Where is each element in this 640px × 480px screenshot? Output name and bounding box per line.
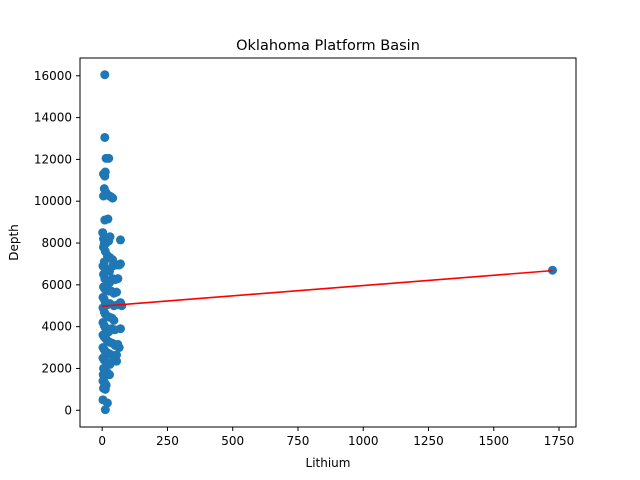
data-point bbox=[103, 214, 113, 224]
data-point bbox=[108, 193, 118, 203]
y-tick-label: 16000 bbox=[34, 69, 72, 83]
data-points bbox=[98, 70, 558, 415]
x-tick-label: 500 bbox=[221, 434, 244, 448]
x-tick-label: 250 bbox=[156, 434, 179, 448]
data-point bbox=[100, 405, 110, 415]
x-axis-ticks: 0 250 500 750 1000 1250 1500 1750 bbox=[98, 427, 574, 448]
data-point bbox=[105, 232, 115, 242]
data-point bbox=[117, 301, 127, 311]
y-tick-label: 6000 bbox=[41, 278, 72, 292]
outlier-point bbox=[548, 265, 558, 275]
x-tick-label: 750 bbox=[287, 434, 310, 448]
data-point bbox=[100, 132, 110, 142]
y-tick-label: 2000 bbox=[41, 361, 72, 375]
data-point bbox=[100, 70, 110, 80]
x-tick-label: 1750 bbox=[544, 434, 575, 448]
data-point bbox=[100, 384, 110, 394]
fit-line-layer bbox=[102, 269, 553, 307]
x-tick-label: 1250 bbox=[413, 434, 444, 448]
data-point bbox=[114, 343, 124, 353]
y-axis-label: Depth bbox=[7, 224, 21, 261]
x-axis-label: Lithium bbox=[306, 456, 351, 470]
data-point bbox=[98, 191, 108, 201]
y-tick-label: 8000 bbox=[41, 236, 72, 250]
x-tick-label: 1000 bbox=[348, 434, 379, 448]
data-point bbox=[112, 356, 122, 366]
data-point bbox=[113, 274, 123, 284]
data-point bbox=[109, 315, 119, 325]
data-point bbox=[115, 235, 125, 245]
chart-title: Oklahoma Platform Basin bbox=[236, 38, 420, 54]
y-tick-label: 0 bbox=[64, 403, 72, 417]
y-axis-ticks: 0 2000 4000 6000 8000 10000 12000 14000 16000 bbox=[34, 69, 80, 417]
y-tick-label: 10000 bbox=[34, 194, 72, 208]
x-tick-label: 0 bbox=[98, 434, 106, 448]
data-point bbox=[100, 167, 110, 177]
data-point bbox=[104, 153, 114, 163]
x-tick-label: 1500 bbox=[478, 434, 509, 448]
y-tick-label: 4000 bbox=[41, 320, 72, 334]
y-tick-label: 14000 bbox=[34, 111, 72, 125]
data-point bbox=[115, 324, 125, 334]
y-tick-label: 12000 bbox=[34, 152, 72, 166]
data-point bbox=[114, 260, 124, 270]
plot-frame bbox=[79, 57, 577, 428]
fit-line bbox=[102, 269, 553, 307]
data-point bbox=[112, 287, 122, 297]
